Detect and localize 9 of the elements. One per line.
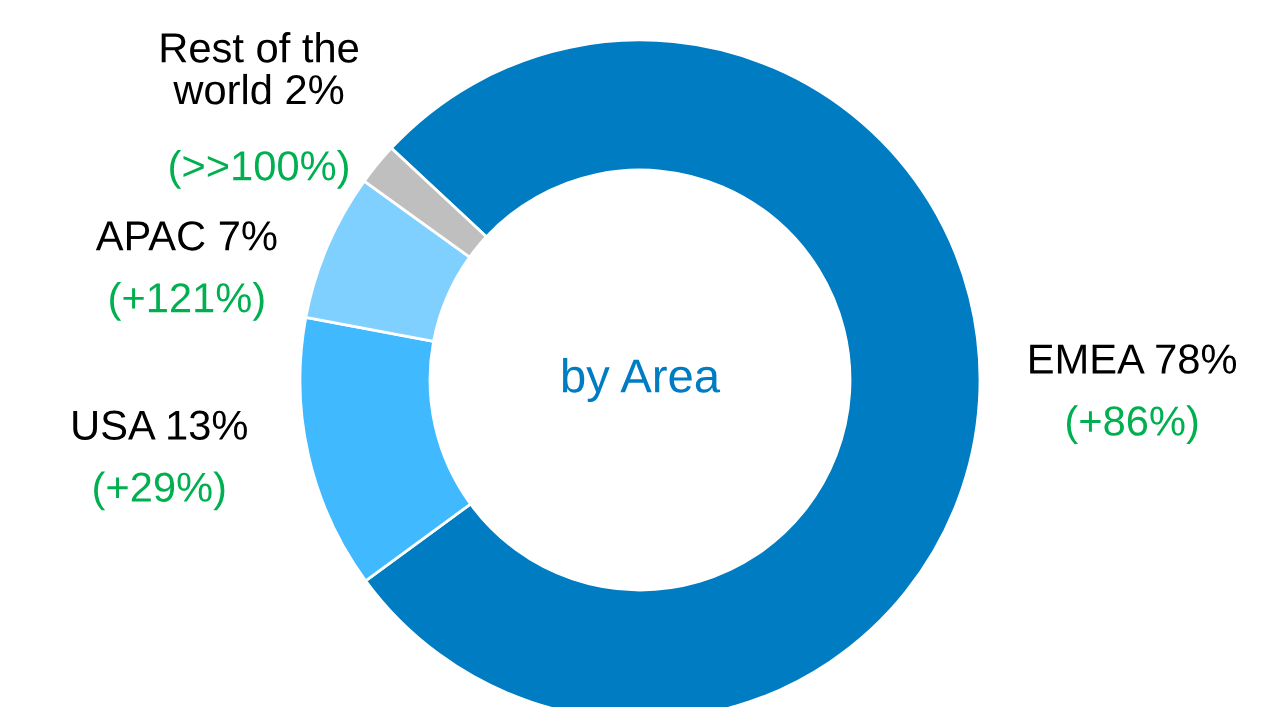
text: by Area <box>562 357 721 403</box>
slice-label: EMEA 78% <box>1030 344 1237 374</box>
slice-label: APAC 7% <box>95 221 277 251</box>
text: (+86%) <box>1066 405 1198 445</box>
text: (+121%) <box>110 282 264 321</box>
text: (+29%) <box>94 471 225 511</box>
slice-label: USA 13% <box>73 410 247 440</box>
slice-label: Rest of the world 2% <box>161 32 358 105</box>
text: (>>100%) <box>170 150 348 189</box>
